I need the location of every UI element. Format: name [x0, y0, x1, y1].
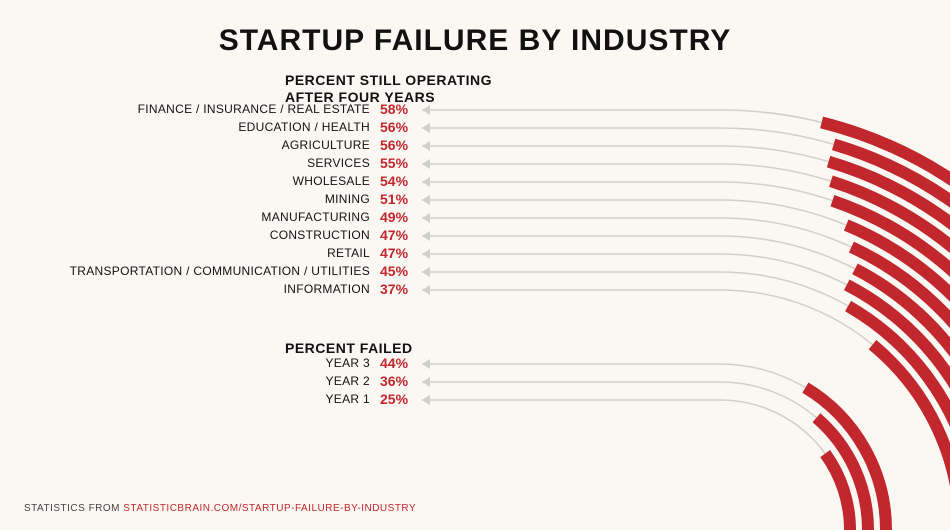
- row-value: 47%: [380, 227, 408, 243]
- row-label: YEAR 1: [326, 392, 371, 406]
- arrow-left-icon: [422, 213, 430, 223]
- arrow-left-icon: [422, 395, 430, 405]
- row-value: 55%: [380, 155, 408, 171]
- row-value: 37%: [380, 281, 408, 297]
- arrow-left-icon: [422, 159, 430, 169]
- arrow-left-icon: [422, 195, 430, 205]
- row-label: INFORMATION: [284, 282, 370, 296]
- row-label: MANUFACTURING: [261, 210, 370, 224]
- arrow-left-icon: [422, 267, 430, 277]
- arrow-left-icon: [422, 105, 430, 115]
- row-value: 36%: [380, 373, 408, 389]
- row-value: 49%: [380, 209, 408, 225]
- row-value: 51%: [380, 191, 408, 207]
- row-label: RETAIL: [327, 246, 370, 260]
- row-label: SERVICES: [307, 156, 370, 170]
- source-citation: STATISTICS FROM STATISTICBRAIN.COM/START…: [24, 503, 416, 514]
- arrow-left-icon: [422, 377, 430, 387]
- row-value: 44%: [380, 355, 408, 371]
- arrow-left-icon: [422, 285, 430, 295]
- row-value: 25%: [380, 391, 408, 407]
- arrow-left-icon: [422, 231, 430, 241]
- row-value: 56%: [380, 137, 408, 153]
- row-label: FINANCE / INSURANCE / REAL ESTATE: [138, 102, 370, 116]
- row-label: YEAR 3: [326, 356, 371, 370]
- arc-value: [825, 454, 850, 530]
- source-prefix: STATISTICS FROM: [24, 503, 123, 514]
- row-value: 58%: [380, 101, 408, 117]
- row-label: WHOLESALE: [293, 174, 370, 188]
- row-label: YEAR 2: [326, 374, 371, 388]
- row-label: EDUCATION / HEALTH: [238, 120, 370, 134]
- row-label: TRANSPORTATION / COMMUNICATION / UTILITI…: [70, 264, 370, 278]
- row-value: 54%: [380, 173, 408, 189]
- row-label: AGRICULTURE: [282, 138, 370, 152]
- arrow-left-icon: [422, 249, 430, 259]
- source-link[interactable]: STATISTICBRAIN.COM/STARTUP-FAILURE-BY-IN…: [123, 503, 416, 514]
- arrow-left-icon: [422, 141, 430, 151]
- row-value: 45%: [380, 263, 408, 279]
- arrow-left-icon: [422, 177, 430, 187]
- arrow-left-icon: [422, 359, 430, 369]
- row-label: MINING: [325, 192, 370, 206]
- arrow-left-icon: [422, 123, 430, 133]
- row-value: 56%: [380, 119, 408, 135]
- row-value: 47%: [380, 245, 408, 261]
- row-label: CONSTRUCTION: [270, 228, 370, 242]
